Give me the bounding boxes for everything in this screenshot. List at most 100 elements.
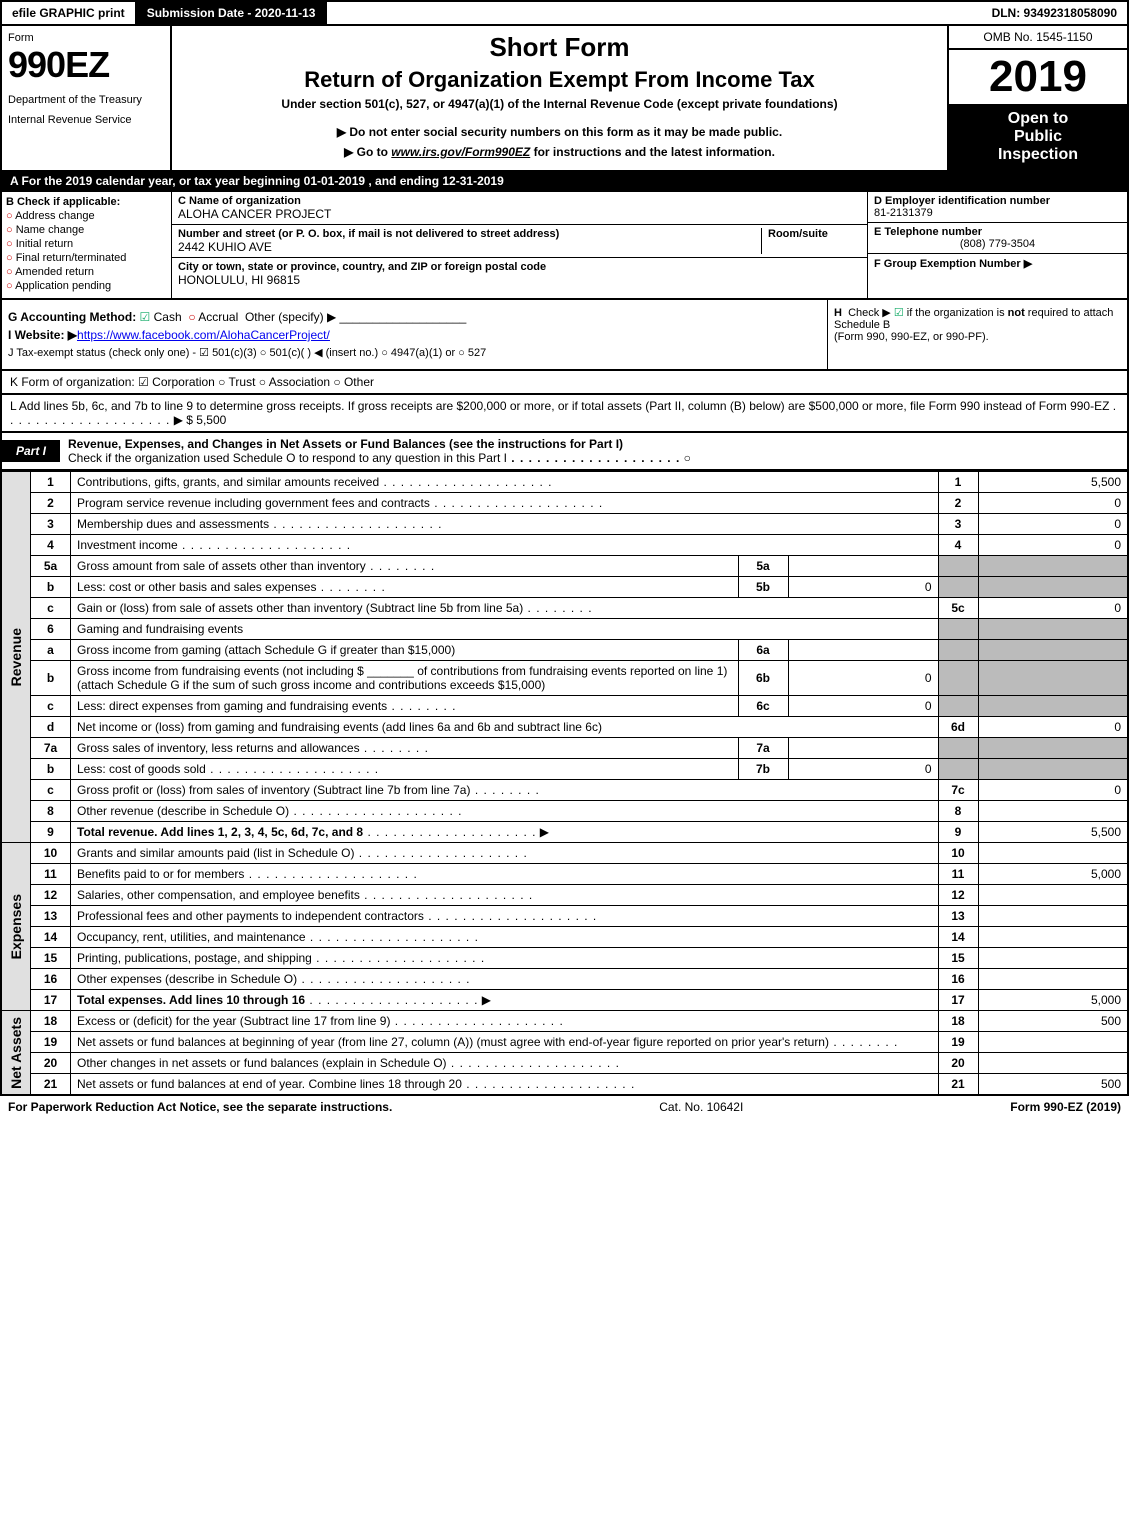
under-section: Under section 501(c), 527, or 4947(a)(1)… xyxy=(178,97,941,111)
group-exemption-row: F Group Exemption Number ▶ xyxy=(868,254,1127,273)
ein-label: D Employer identification number xyxy=(874,195,1121,207)
city-label: City or town, state or province, country… xyxy=(178,261,861,273)
chk-amended-return[interactable]: Amended return xyxy=(6,266,167,278)
header-right: OMB No. 1545-1150 2019 Open to Public In… xyxy=(947,26,1127,170)
l7b-text: Less: cost of goods sold xyxy=(71,759,739,780)
part-i-table: Revenue 1 Contributions, gifts, grants, … xyxy=(0,471,1129,1096)
l6b-text: Gross income from fundraising events (no… xyxy=(71,661,739,696)
l7a-text: Gross sales of inventory, less returns a… xyxy=(71,738,739,759)
goto-pre: ▶ Go to xyxy=(344,145,391,159)
submission-date-button[interactable]: Submission Date - 2020-11-13 xyxy=(137,2,328,24)
row-a-tax-year: A For the 2019 calendar year, or tax yea… xyxy=(0,172,1129,192)
chk-application-pending[interactable]: Application pending xyxy=(6,280,167,292)
l17-text: Total expenses. Add lines 10 through 16 xyxy=(71,990,939,1011)
tax-exempt-status: J Tax-exempt status (check only one) - ☑… xyxy=(8,346,821,359)
l1-text: Contributions, gifts, grants, and simila… xyxy=(71,472,939,493)
l18-text: Excess or (deficit) for the year (Subtra… xyxy=(71,1011,939,1032)
chk-name-change[interactable]: Name change xyxy=(6,224,167,236)
side-revenue: Revenue xyxy=(1,472,31,843)
row-l-gross-receipts: L Add lines 5b, 6c, and 7b to line 9 to … xyxy=(0,395,1129,433)
address-value: 2442 KUHIO AVE xyxy=(178,240,761,254)
l4-text: Investment income xyxy=(71,535,939,556)
l19-text: Net assets or fund balances at beginning… xyxy=(71,1032,939,1053)
row-h-text2: (Form 990, 990-EZ, or 990-PF). xyxy=(834,331,1121,343)
chk-accrual[interactable]: Accrual xyxy=(188,310,238,324)
chk-address-change[interactable]: Address change xyxy=(6,210,167,222)
telephone-label: E Telephone number xyxy=(874,226,1121,238)
chk-final-return[interactable]: Final return/terminated xyxy=(6,252,167,264)
header-left: Form 990EZ Department of the Treasury In… xyxy=(2,26,172,170)
chk-initial-return[interactable]: Initial return xyxy=(6,238,167,250)
city-row: City or town, state or province, country… xyxy=(172,258,867,290)
l1-amt: 5,500 xyxy=(978,472,1128,493)
l1-box: 1 xyxy=(938,472,978,493)
col-b-title: B Check if applicable: xyxy=(6,196,167,208)
form-code: 990EZ xyxy=(8,44,164,86)
l6d-text: Net income or (loss) from gaming and fun… xyxy=(71,717,939,738)
address-row: Number and street (or P. O. box, if mail… xyxy=(172,225,867,258)
l5b-text: Less: cost or other basis and sales expe… xyxy=(71,577,739,598)
info-grid: B Check if applicable: Address change Na… xyxy=(0,192,1129,300)
l1-num: 1 xyxy=(31,472,71,493)
room-suite-label: Room/suite xyxy=(768,228,861,240)
address-label: Number and street (or P. O. box, if mail… xyxy=(178,228,761,240)
header-middle: Short Form Return of Organization Exempt… xyxy=(172,26,947,170)
row-h-right: H Check ▶ if the organization is not req… xyxy=(827,300,1127,369)
org-name-value: ALOHA CANCER PROJECT xyxy=(178,207,861,221)
goto-post: for instructions and the latest informat… xyxy=(530,145,775,159)
l16-text: Other expenses (describe in Schedule O) xyxy=(71,969,939,990)
form-header: Form 990EZ Department of the Treasury In… xyxy=(0,26,1129,172)
no-ssn-notice: ▶ Do not enter social security numbers o… xyxy=(178,125,941,139)
group-exemption-label: F Group Exemption Number ▶ xyxy=(874,258,1032,270)
chk-schedule-b[interactable] xyxy=(894,307,907,319)
l6-text: Gaming and fundraising events xyxy=(71,619,939,640)
column-c-org-info: C Name of organization ALOHA CANCER PROJ… xyxy=(172,192,867,298)
row-gij-left: G Accounting Method: Cash Accrual Other … xyxy=(2,300,827,369)
l7c-text: Gross profit or (loss) from sales of inv… xyxy=(71,780,939,801)
l13-text: Professional fees and other payments to … xyxy=(71,906,939,927)
website-line: I Website: ▶https://www.facebook.com/Alo… xyxy=(8,328,821,342)
side-netassets: Net Assets xyxy=(1,1011,31,1096)
footer-left: For Paperwork Reduction Act Notice, see … xyxy=(8,1100,392,1114)
dept-treasury: Department of the Treasury xyxy=(8,94,164,106)
tax-year: 2019 xyxy=(949,50,1127,104)
column-b-checkboxes: B Check if applicable: Address change Na… xyxy=(2,192,172,298)
ein-value: 81-2131379 xyxy=(874,207,1121,219)
l11-text: Benefits paid to or for members xyxy=(71,864,939,885)
city-value: HONOLULU, HI 96815 xyxy=(178,273,861,287)
accounting-method: G Accounting Method: Cash Accrual Other … xyxy=(8,310,821,324)
page-footer: For Paperwork Reduction Act Notice, see … xyxy=(0,1096,1129,1118)
chk-schedule-o[interactable]: ○ xyxy=(684,451,691,465)
l3-text: Membership dues and assessments xyxy=(71,514,939,535)
website-link[interactable]: https://www.facebook.com/AlohaCancerProj… xyxy=(77,328,330,342)
l8-text: Other revenue (describe in Schedule O) xyxy=(71,801,939,822)
org-name-row: C Name of organization ALOHA CANCER PROJ… xyxy=(172,192,867,225)
dept-irs: Internal Revenue Service xyxy=(8,114,164,126)
return-title: Return of Organization Exempt From Incom… xyxy=(178,67,941,93)
ein-row: D Employer identification number 81-2131… xyxy=(868,192,1127,223)
side-expenses: Expenses xyxy=(1,843,31,1011)
short-form-title: Short Form xyxy=(178,32,941,63)
row-ghij: G Accounting Method: Cash Accrual Other … xyxy=(0,300,1129,371)
dln-label: DLN: 93492318058090 xyxy=(982,2,1127,24)
l5c-text: Gain or (loss) from sale of assets other… xyxy=(71,598,939,619)
l6a-text: Gross income from gaming (attach Schedul… xyxy=(71,640,739,661)
org-name-label: C Name of organization xyxy=(178,195,861,207)
telephone-row: E Telephone number (808) 779-3504 xyxy=(868,223,1127,254)
row-k-form-of-org: K Form of organization: ☑ Corporation ○ … xyxy=(0,371,1129,395)
row-h-text1: H Check ▶ if the organization is not req… xyxy=(834,306,1121,331)
top-bar: efile GRAPHIC print Submission Date - 20… xyxy=(0,0,1129,26)
l10-text: Grants and similar amounts paid (list in… xyxy=(71,843,939,864)
footer-mid: Cat. No. 10642I xyxy=(659,1100,743,1114)
l5a-text: Gross amount from sale of assets other t… xyxy=(71,556,739,577)
part-i-title: Revenue, Expenses, and Changes in Net As… xyxy=(60,433,699,469)
l9-text: Total revenue. Add lines 1, 2, 3, 4, 5c,… xyxy=(71,822,939,843)
l14-text: Occupancy, rent, utilities, and maintena… xyxy=(71,927,939,948)
open-public-inspection: Open to Public Inspection xyxy=(949,104,1127,170)
chk-cash[interactable]: Cash xyxy=(140,310,182,324)
efile-print-button[interactable]: efile GRAPHIC print xyxy=(2,2,137,24)
l2-text: Program service revenue including govern… xyxy=(71,493,939,514)
l15-text: Printing, publications, postage, and shi… xyxy=(71,948,939,969)
omb-number: OMB No. 1545-1150 xyxy=(949,26,1127,50)
goto-link[interactable]: www.irs.gov/Form990EZ xyxy=(391,145,530,159)
